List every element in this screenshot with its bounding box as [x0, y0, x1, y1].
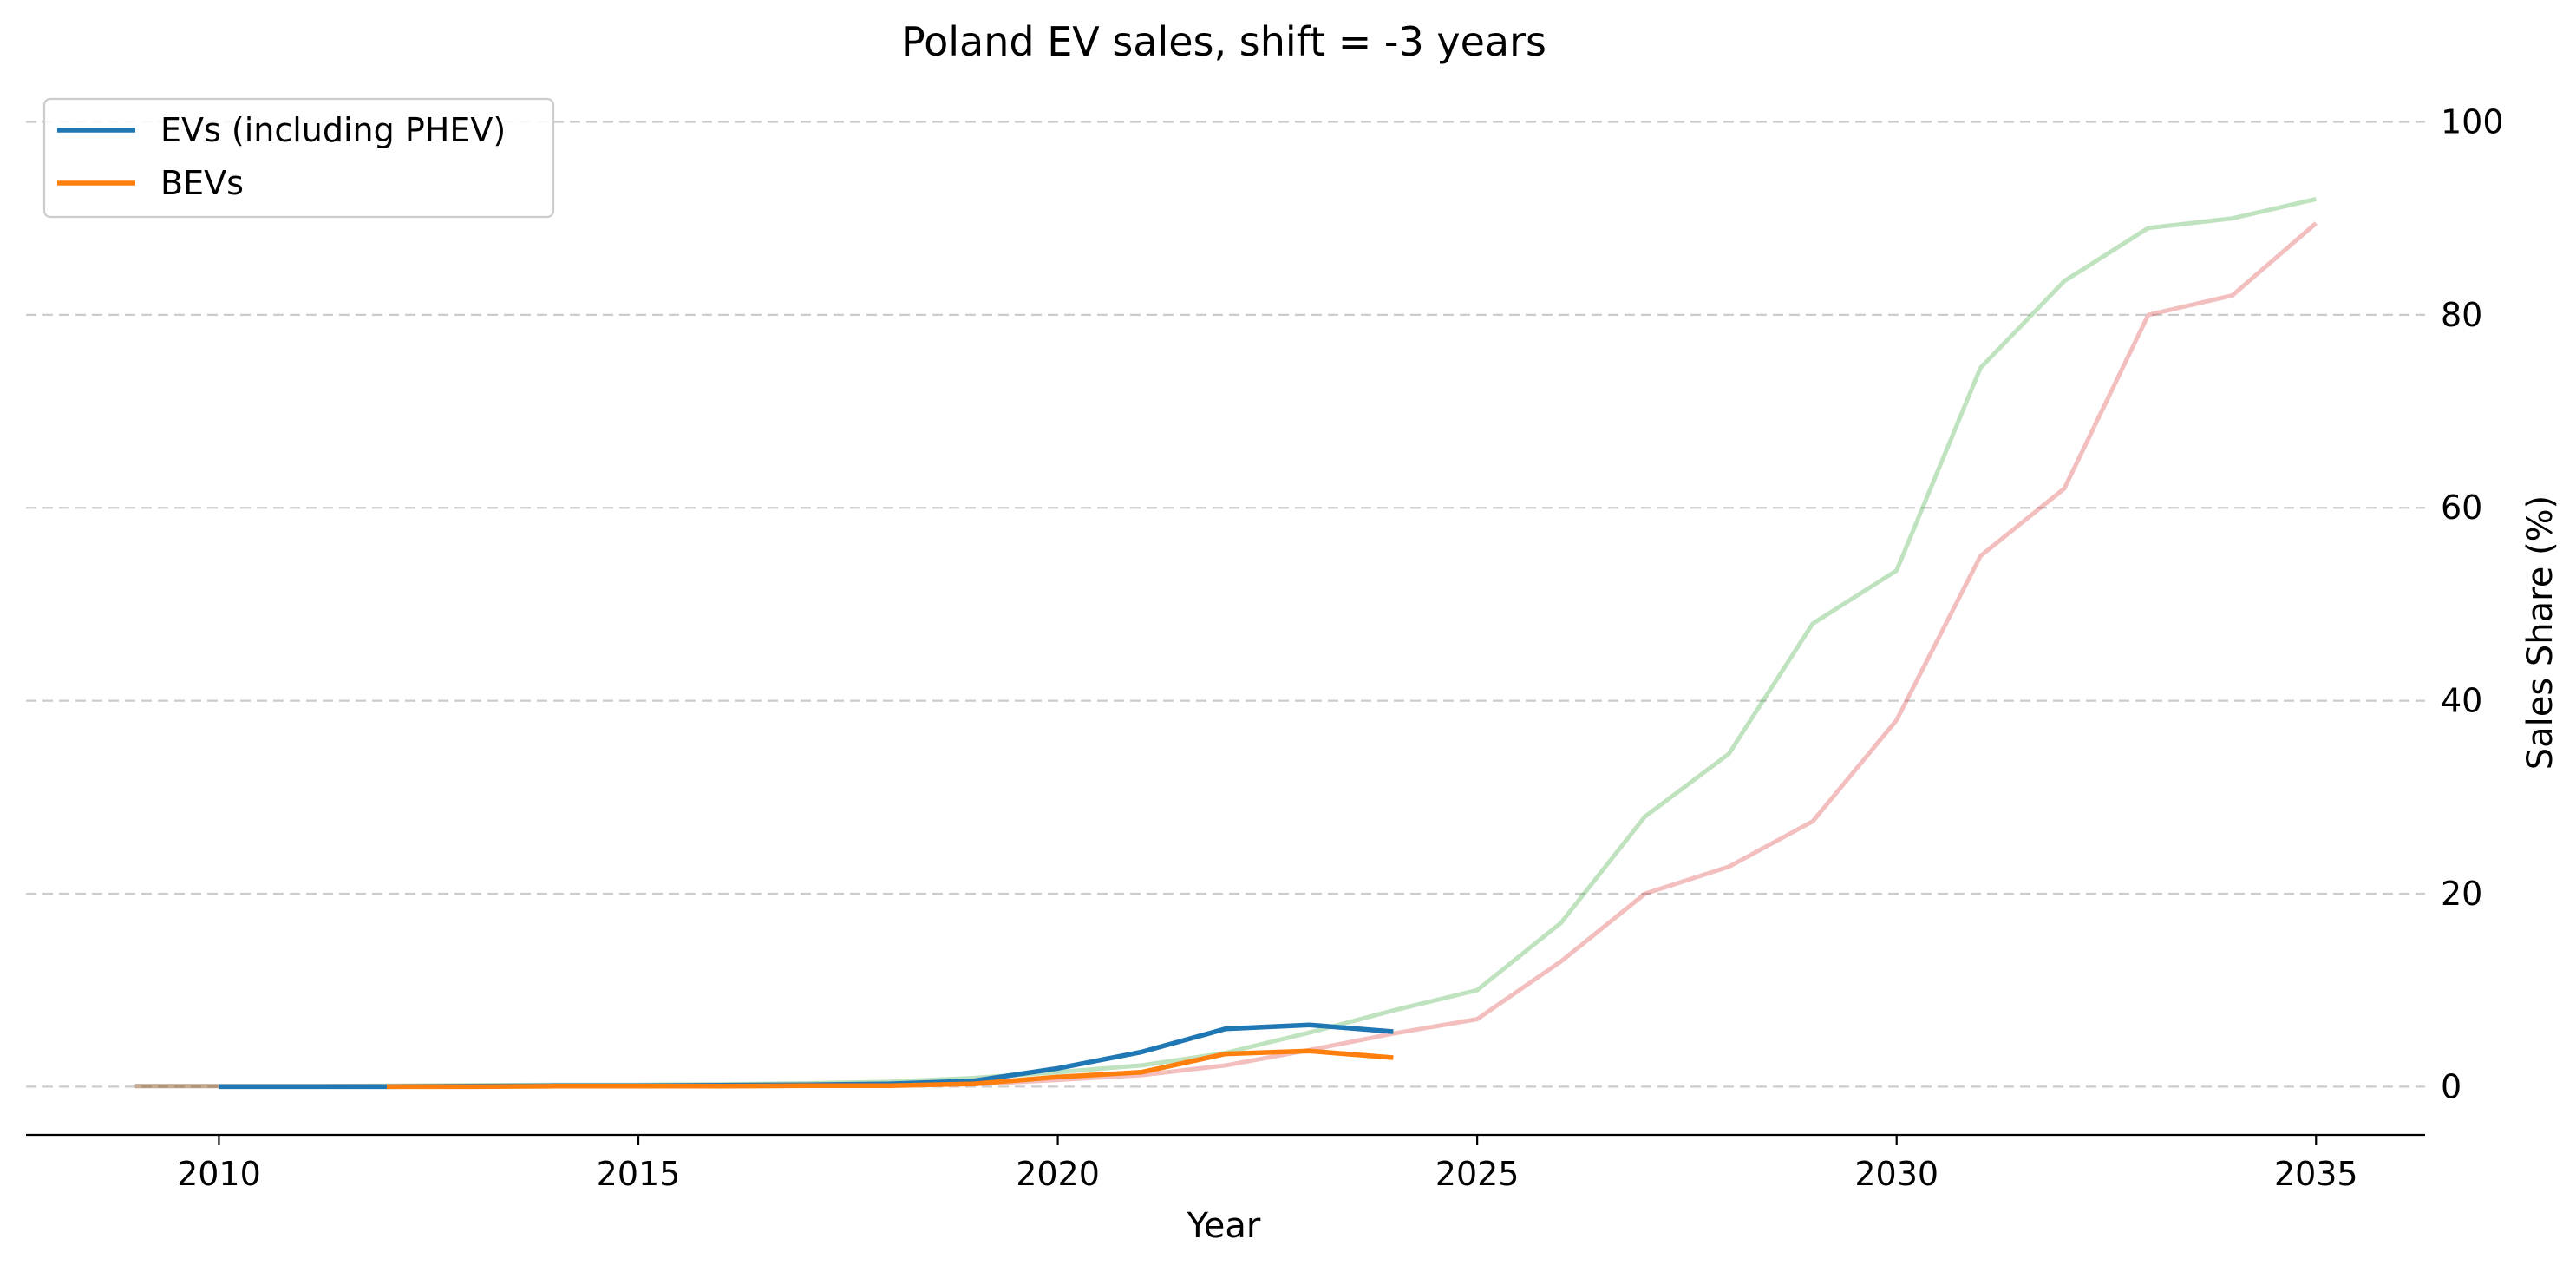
x-tick-label: 2020	[1016, 1155, 1100, 1193]
y-tick-label: 60	[2441, 488, 2482, 527]
y-tick-label: 0	[2441, 1067, 2462, 1105]
series-line-2	[134, 196, 2317, 1089]
x-tick-label: 2015	[597, 1155, 681, 1193]
gridlines	[26, 121, 2425, 1088]
legend-label: BEVs	[160, 164, 244, 202]
y-axis-title: Sales Share (%)	[2520, 495, 2560, 770]
y-tick-label: 80	[2441, 296, 2482, 334]
y-tick-label: 20	[2441, 875, 2482, 913]
series-lines	[134, 196, 2318, 1090]
series-line-3	[134, 221, 2318, 1089]
y-axis-ticks: 0 20 40 60 80 100	[2441, 102, 2504, 1105]
legend: EVs (including PHEV) BEVs	[42, 97, 555, 219]
x-tick-label: 2030	[1854, 1155, 1939, 1193]
x-tick-label: 2035	[2274, 1155, 2358, 1193]
series-line-1	[386, 1048, 1394, 1090]
x-tick-label: 2010	[177, 1155, 261, 1193]
y-tick-label: 100	[2441, 102, 2504, 141]
x-axis-ticks: 2010 2015 2020 2025 2030 2035	[177, 1135, 2358, 1193]
chart-title: Poland EV sales, shift = -3 years	[901, 18, 1546, 65]
x-axis-title: Year	[1187, 1206, 1261, 1246]
x-tick-label: 2025	[1435, 1155, 1520, 1193]
legend-label: EVs (including PHEV)	[160, 111, 506, 149]
y-tick-label: 40	[2441, 682, 2482, 720]
legend-frame	[42, 97, 555, 219]
